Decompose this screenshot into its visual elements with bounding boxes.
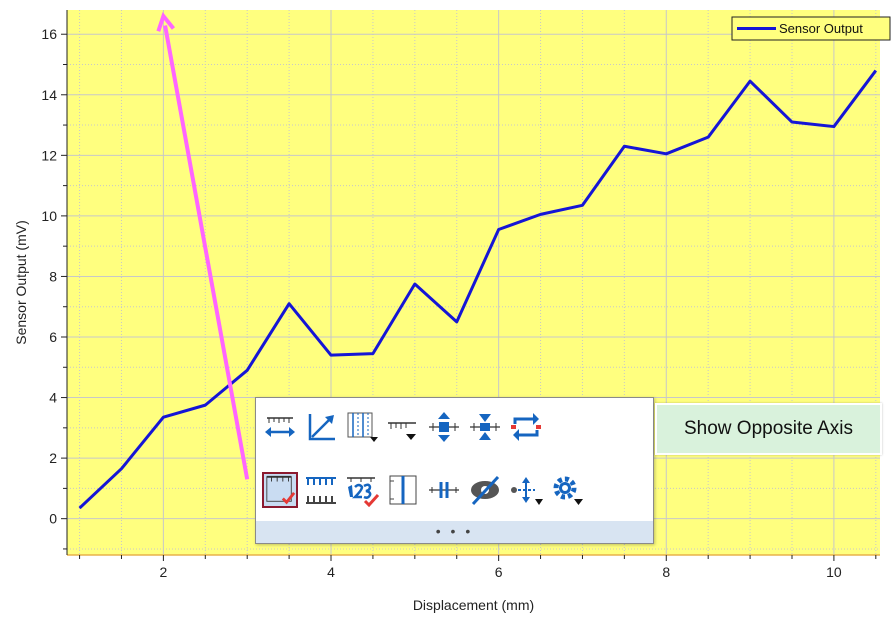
tooltip: Show Opposite Axis [655, 403, 882, 455]
y-axis: 0 2 4 6 8 10 12 14 16 [41, 26, 67, 550]
y-tick-label: 14 [41, 87, 57, 103]
tick-style-button[interactable] [385, 409, 421, 445]
double-ticks-button[interactable] [303, 472, 339, 508]
axis-lines-icon [389, 475, 417, 505]
x-tick-label: 6 [495, 564, 503, 580]
axis-break-button[interactable] [426, 472, 462, 508]
axis-scale-button[interactable] [303, 409, 339, 445]
axis-settings-button[interactable] [549, 472, 585, 508]
axis-settings-icon [553, 476, 583, 505]
x-tick-label: 4 [327, 564, 335, 580]
collapse-vertical-button[interactable] [467, 409, 503, 445]
annotation-arrow-head [156, 11, 175, 32]
y-tick-label: 12 [41, 147, 57, 163]
show-opposite-axis-icon [266, 475, 296, 505]
hide-axis-icon [471, 475, 500, 506]
annotation-arrow [156, 11, 250, 480]
vertical-grid-button[interactable] [344, 409, 380, 445]
axis-length-icon [265, 417, 295, 437]
y-tick-label: 8 [49, 268, 57, 284]
x-axis: 2 4 6 8 10 [79, 555, 877, 580]
series-line-sensor-output [78, 69, 878, 510]
legend[interactable]: Sensor Output [731, 16, 891, 41]
x-axis-title: Displacement (mm) [413, 597, 534, 613]
hide-axis-button[interactable] [467, 472, 503, 508]
y-tick-label: 2 [49, 450, 57, 466]
x-tick-label: 2 [159, 564, 167, 580]
axis-mini-toolbar: • • • [255, 397, 654, 544]
legend-label: Sensor Output [779, 21, 863, 36]
more-options-button[interactable]: • • • [256, 521, 653, 543]
double-ticks-icon [306, 477, 336, 504]
axis-break-icon [429, 482, 459, 498]
x-tick-label: 8 [662, 564, 670, 580]
toolbar-row-2 [262, 471, 590, 509]
y-tick-label: 16 [41, 26, 57, 42]
x-tick-label: 10 [826, 564, 842, 580]
collapse-vertical-icon [470, 414, 500, 440]
axis-position-button[interactable] [508, 472, 544, 508]
show-opposite-axis-button[interactable] [262, 472, 298, 508]
y-axis-title: Sensor Output (mV) [13, 220, 29, 345]
expand-vertical-button[interactable] [426, 409, 462, 445]
tick-labels-icon [347, 477, 379, 507]
y-tick-label: 0 [49, 511, 57, 527]
tick-style-icon [388, 422, 416, 440]
expand-vertical-icon [429, 412, 459, 442]
y-tick-label: 10 [41, 208, 57, 224]
tick-labels-button[interactable] [344, 472, 380, 508]
swap-axes-icon [511, 413, 541, 441]
annotation-arrow-shaft [163, 25, 250, 480]
y-tick-label: 4 [49, 390, 57, 406]
axis-length-button[interactable] [262, 409, 298, 445]
swap-axes-button[interactable] [508, 409, 544, 445]
axis-scale-icon [308, 414, 335, 441]
toolbar-row-1 [262, 408, 549, 446]
axis-position-icon [511, 477, 543, 505]
vertical-grid-icon [347, 412, 378, 442]
y-tick-label: 6 [49, 329, 57, 345]
legend-box [731, 16, 891, 41]
axis-lines-button[interactable] [385, 472, 421, 508]
